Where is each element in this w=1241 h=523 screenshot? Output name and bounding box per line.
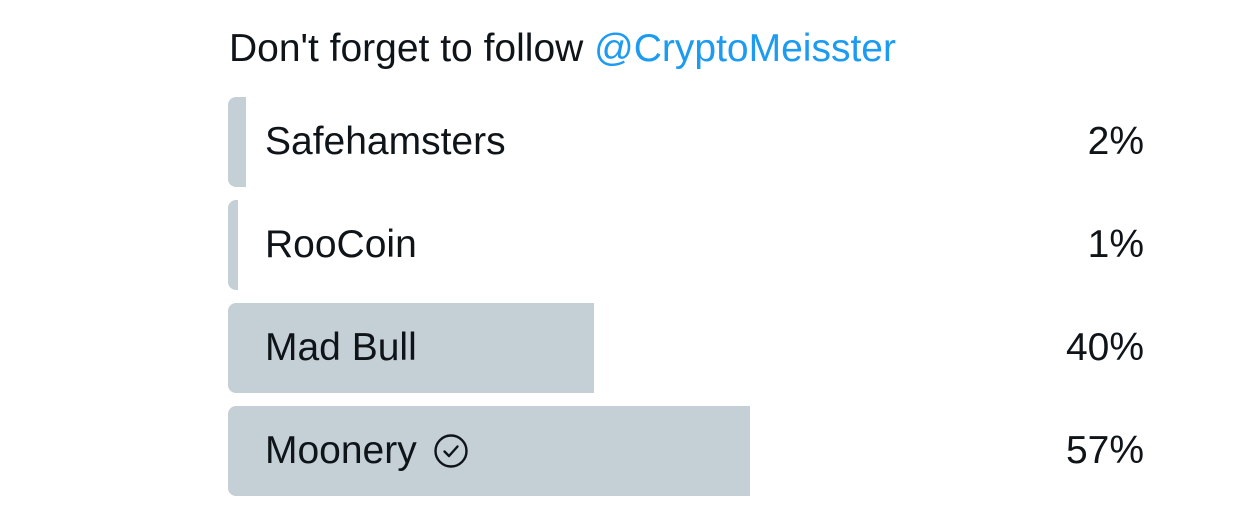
tweet-text: Don't forget to follow @CryptoMeisster (229, 24, 896, 74)
poll: Safehamsters 2% RooCoin 1% Mad Bull 40% … (228, 97, 1144, 509)
poll-option-label-text: RooCoin (265, 223, 417, 266)
poll-option-label-text: Safehamsters (265, 120, 506, 163)
poll-option-percent: 57% (1065, 429, 1144, 472)
poll-option-percent: 2% (1087, 120, 1144, 163)
mention-link[interactable]: @CryptoMeisster (594, 27, 896, 70)
poll-option-label-text: Moonery (265, 429, 417, 472)
poll-option-label: Mad Bull (265, 303, 417, 393)
poll-bar (228, 406, 751, 496)
poll-option-label: Safehamsters (265, 97, 506, 187)
poll-bar (228, 97, 247, 187)
poll-option-moonery: Moonery 57% (228, 406, 1144, 496)
tweet-text-prefix: Don't forget to follow (229, 27, 595, 70)
poll-option-label: RooCoin (265, 200, 417, 290)
poll-option-label: Moonery (265, 406, 469, 496)
poll-option-percent: 40% (1065, 326, 1144, 369)
poll-option-label-text: Mad Bull (265, 326, 417, 369)
poll-option-percent: 1% (1087, 223, 1144, 266)
poll-bar (228, 200, 238, 290)
poll-option-safehamsters: Safehamsters 2% (228, 97, 1144, 187)
poll-bar (228, 303, 595, 393)
check-circle-icon (433, 433, 469, 469)
poll-option-mad-bull: Mad Bull 40% (228, 303, 1144, 393)
poll-option-roocoin: RooCoin 1% (228, 200, 1144, 290)
